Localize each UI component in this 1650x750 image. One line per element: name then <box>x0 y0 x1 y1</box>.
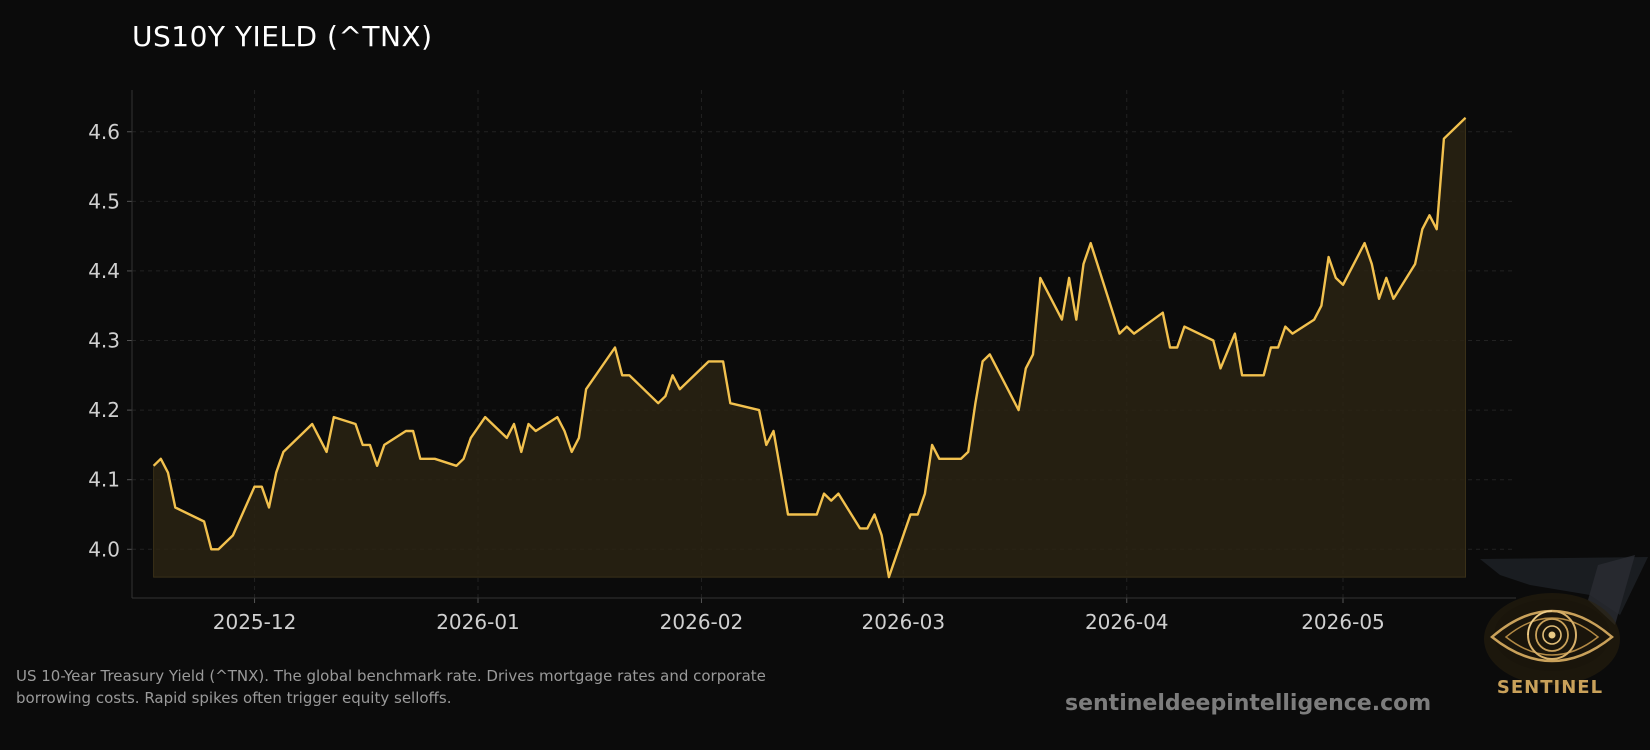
y-tick-label: 4.3 <box>88 329 120 353</box>
series-layer <box>152 116 1467 579</box>
y-tick-label: 4.6 <box>88 120 120 144</box>
axes-layer <box>127 90 1516 603</box>
series-line <box>152 116 1467 579</box>
x-tick-label: 2026-05 <box>1301 610 1385 634</box>
x-tick-label: 2026-02 <box>660 610 744 634</box>
y-tick-label: 4.2 <box>88 398 120 422</box>
y-tick-label: 4.5 <box>88 189 120 213</box>
x-tick-label: 2026-01 <box>436 610 520 634</box>
website-watermark: sentineldeepintelligence.com <box>1065 691 1432 716</box>
x-tick-label: 2025-12 <box>213 610 297 634</box>
series-area-fill <box>153 116 1466 578</box>
caption-line-1: US 10-Year Treasury Yield (^TNX). The gl… <box>16 667 766 685</box>
sentinel-eye-logo <box>1480 555 1648 685</box>
y-tick-label: 4.0 <box>88 537 120 561</box>
chart-caption: US 10-Year Treasury Yield (^TNX). The gl… <box>16 665 836 709</box>
tick-labels: 4.0 4.1 4.2 4.3 4.4 4.5 4.6 2025-12 2026-01 2026-… <box>88 120 1385 634</box>
logo-wordmark: SENTINEL <box>1496 677 1604 698</box>
caption-line-2: borrowing costs. Rapid spikes often trig… <box>16 689 452 707</box>
y-tick-label: 4.1 <box>88 468 120 492</box>
chart-title: US10Y YIELD (^TNX) <box>132 20 433 53</box>
x-tick-label: 2026-04 <box>1085 610 1169 634</box>
y-tick-label: 4.4 <box>88 259 120 283</box>
x-tick-label: 2026-03 <box>862 610 946 634</box>
